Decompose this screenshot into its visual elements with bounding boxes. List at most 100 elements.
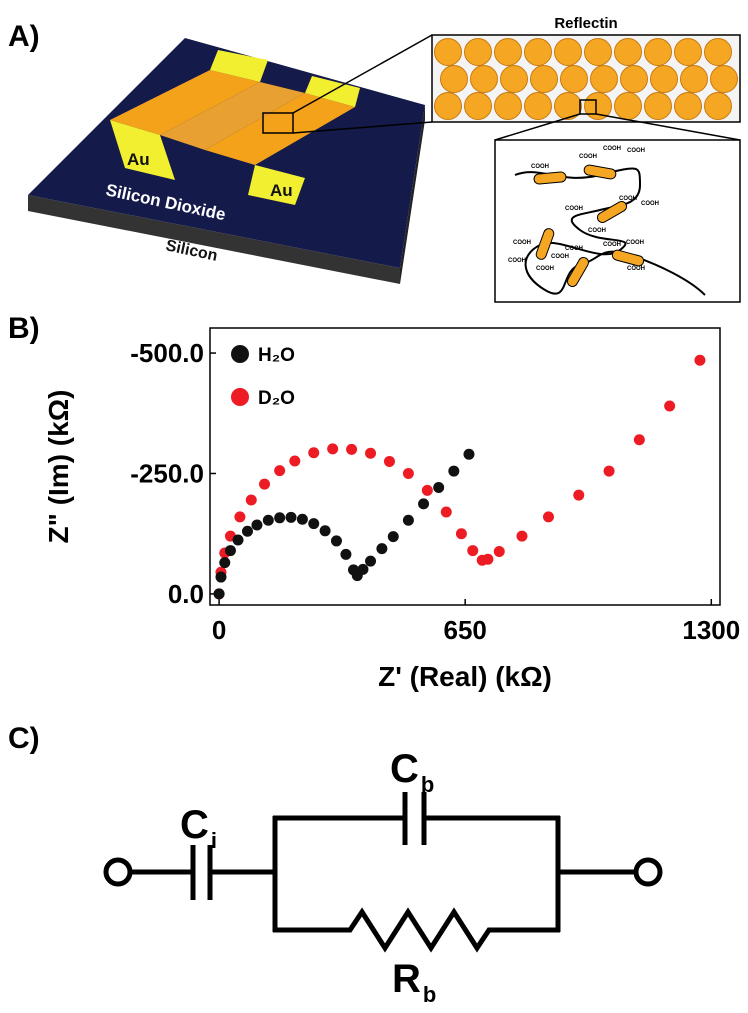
cooh-label: COOH bbox=[531, 164, 549, 170]
data-point bbox=[274, 512, 285, 523]
x-axis-label: Z' (Real) (kΩ) bbox=[378, 661, 552, 692]
data-point bbox=[233, 534, 244, 545]
plot-frame bbox=[210, 328, 720, 605]
cooh-label: COOH bbox=[627, 266, 645, 272]
bead bbox=[681, 66, 708, 93]
capacitor-label: Cb bbox=[390, 747, 434, 797]
bead bbox=[705, 93, 732, 120]
x-tick-label: 0 bbox=[212, 615, 226, 645]
bead bbox=[441, 66, 468, 93]
bead bbox=[495, 93, 522, 120]
cooh-label: COOH bbox=[619, 196, 637, 202]
bead bbox=[645, 93, 672, 120]
bead bbox=[435, 39, 462, 66]
data-point bbox=[365, 448, 376, 459]
legend-marker bbox=[231, 388, 249, 406]
legend-label: D₂O bbox=[258, 388, 295, 409]
data-point bbox=[482, 554, 493, 565]
data-point bbox=[331, 535, 342, 546]
cooh-label: COOH bbox=[627, 148, 645, 154]
cooh-label: COOH bbox=[513, 240, 531, 246]
cooh-label: COOH bbox=[565, 206, 583, 212]
cooh-label: COOH bbox=[603, 146, 621, 152]
data-point bbox=[448, 466, 459, 477]
data-point bbox=[214, 588, 225, 599]
data-point bbox=[376, 543, 387, 554]
resistor-label: Rb bbox=[392, 957, 436, 1007]
bead bbox=[675, 93, 702, 120]
data-point bbox=[219, 557, 230, 568]
bead bbox=[705, 39, 732, 66]
panel-label: C) bbox=[8, 722, 40, 755]
data-point bbox=[289, 455, 300, 466]
data-point bbox=[365, 556, 376, 567]
au-label: Au bbox=[270, 181, 293, 200]
bead bbox=[615, 39, 642, 66]
data-point bbox=[274, 465, 285, 476]
data-point bbox=[694, 355, 705, 366]
data-point bbox=[403, 468, 414, 479]
data-point bbox=[604, 466, 615, 477]
data-point bbox=[463, 449, 474, 460]
protein-segment bbox=[534, 172, 567, 185]
data-point bbox=[422, 485, 433, 496]
bead bbox=[435, 93, 462, 120]
bead bbox=[615, 93, 642, 120]
data-point bbox=[308, 518, 319, 529]
data-point bbox=[308, 447, 319, 458]
bead bbox=[465, 39, 492, 66]
data-point bbox=[573, 490, 584, 501]
panel-label: A) bbox=[8, 20, 40, 53]
resistor bbox=[273, 912, 560, 948]
bead bbox=[471, 66, 498, 93]
figure: A) Au Au Silicon Dioxide Silicon Reflect… bbox=[0, 0, 748, 1008]
bead bbox=[621, 66, 648, 93]
data-point bbox=[246, 494, 257, 505]
data-point bbox=[403, 515, 414, 526]
bead bbox=[645, 39, 672, 66]
data-point bbox=[259, 479, 270, 490]
bead bbox=[531, 66, 558, 93]
cooh-label: COOH bbox=[565, 246, 583, 252]
cooh-label: COOH bbox=[508, 258, 526, 264]
legend-label: H₂O bbox=[258, 345, 295, 366]
bead bbox=[711, 66, 738, 93]
data-point bbox=[286, 512, 297, 523]
bead bbox=[465, 93, 492, 120]
data-point bbox=[543, 511, 554, 522]
data-point bbox=[242, 526, 253, 537]
cooh-label: COOH bbox=[579, 154, 597, 160]
y-tick-label: -250.0 bbox=[130, 458, 204, 488]
data-point bbox=[388, 531, 399, 542]
data-point bbox=[467, 545, 478, 556]
data-point bbox=[418, 498, 429, 509]
bead bbox=[525, 39, 552, 66]
capacitor-label: Ci bbox=[180, 803, 217, 853]
bead bbox=[555, 39, 582, 66]
bead bbox=[495, 39, 522, 66]
x-tick-label: 1300 bbox=[682, 615, 740, 645]
bead bbox=[501, 66, 528, 93]
legend-marker bbox=[231, 345, 249, 363]
data-point bbox=[320, 525, 331, 536]
cooh-label: COOH bbox=[603, 242, 621, 248]
data-point bbox=[664, 401, 675, 412]
reflectin-label: Reflectin bbox=[554, 15, 617, 32]
terminal bbox=[106, 860, 130, 884]
y-tick-label: -500.0 bbox=[130, 338, 204, 368]
data-point bbox=[494, 546, 505, 557]
data-point bbox=[263, 515, 274, 526]
cooh-label: COOH bbox=[626, 240, 644, 246]
terminal bbox=[636, 860, 660, 884]
bead bbox=[651, 66, 678, 93]
data-point bbox=[433, 482, 444, 493]
data-point bbox=[634, 434, 645, 445]
bead bbox=[675, 39, 702, 66]
data-point bbox=[441, 507, 452, 518]
data-point bbox=[384, 456, 395, 467]
panel-label: B) bbox=[8, 312, 40, 345]
y-axis-label: Z" (Im) (kΩ) bbox=[43, 390, 74, 544]
x-tick-label: 650 bbox=[443, 615, 486, 645]
data-point bbox=[251, 520, 262, 531]
